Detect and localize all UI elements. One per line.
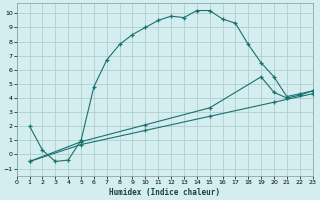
X-axis label: Humidex (Indice chaleur): Humidex (Indice chaleur) xyxy=(109,188,220,197)
